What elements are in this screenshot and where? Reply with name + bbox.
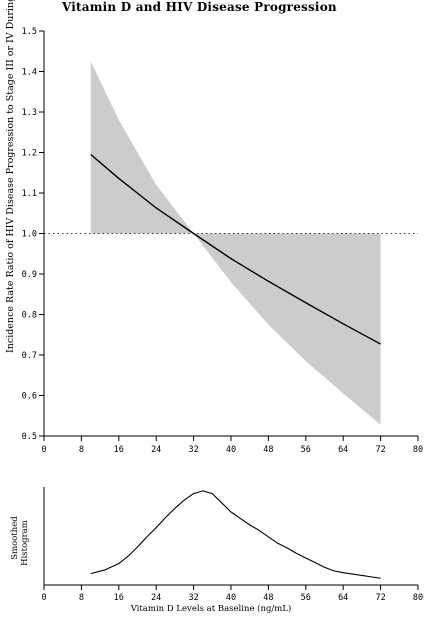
main-x-tick-label: 24: [151, 445, 161, 455]
hist-y-axis-title-line-2: Histogram: [20, 520, 30, 566]
hist-x-tick-label: 32: [188, 593, 198, 603]
hist-x-tick-label: 72: [375, 593, 385, 603]
hist-y-axis-title-line-1: Smoothed: [10, 516, 20, 560]
main-y-tick-label: 1.3: [22, 108, 37, 118]
hist-x-tick-label: 80: [413, 593, 423, 603]
main-x-tick-label: 32: [188, 445, 198, 455]
hist-x-tick-label: 64: [338, 593, 348, 603]
hist-x-tick-label: 24: [151, 593, 161, 603]
main-x-tick-label: 80: [413, 445, 423, 455]
main-y-tick-label: 1.2: [22, 149, 37, 159]
main-x-tick-label: 72: [375, 445, 385, 455]
main-y-tick-label: 0.7: [22, 351, 37, 361]
main-y-tick-label: 0.8: [22, 311, 37, 321]
hist-x-tick-label: 40: [226, 593, 236, 603]
confidence-band: [90, 61, 381, 425]
page-title: Vitamin D and HIV Disease Progression: [62, 0, 337, 14]
main-x-tick-label: 48: [263, 445, 273, 455]
main-x-tick-label: 56: [301, 445, 311, 455]
hist-x-tick-label: 16: [114, 593, 124, 603]
rate-ratio-line: [90, 153, 381, 345]
main-x-tick-label: 40: [226, 445, 236, 455]
main-y-tick-label: 1.5: [22, 27, 37, 37]
hist-x-tick-label: 56: [301, 593, 311, 603]
main-y-tick-label: 0.5: [22, 432, 37, 442]
hist-x-tick-label: 0: [41, 593, 46, 603]
main-x-tick-label: 64: [338, 445, 348, 455]
smoothed-histogram-curve: [90, 490, 381, 579]
main-x-tick-label: 8: [79, 445, 84, 455]
main-y-tick-label: 0.6: [22, 392, 37, 402]
hist-x-tick-label: 48: [263, 593, 273, 603]
main-x-tick-label: 0: [41, 445, 46, 455]
main-y-tick-label: 1.4: [22, 68, 37, 78]
main-y-tick-label: 0.9: [22, 270, 37, 280]
main-x-tick-label: 16: [114, 445, 124, 455]
main-y-tick-label: 1.0: [22, 230, 37, 240]
hist-x-tick-label: 8: [79, 593, 84, 603]
hist-x-axis-title: Vitamin D Levels at Baseline (ng/mL): [130, 603, 292, 614]
main-y-tick-label: 1.1: [22, 189, 37, 199]
